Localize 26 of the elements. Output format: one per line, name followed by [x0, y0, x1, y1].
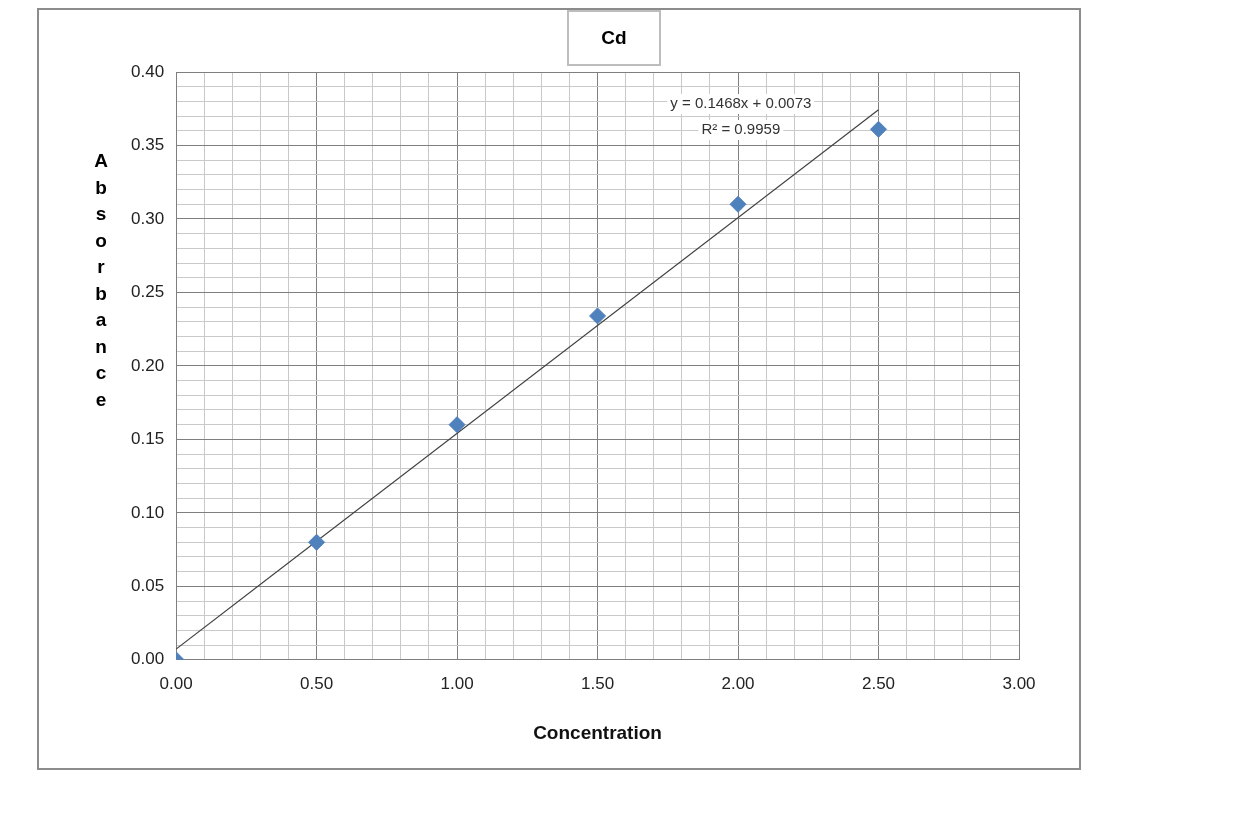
x-axis-title: Concentration [533, 721, 662, 743]
x-tick-label: 2.50 [861, 673, 896, 693]
y-tick-label: 0.05 [130, 576, 165, 596]
point [448, 416, 466, 434]
x-tick-label: 1.50 [581, 673, 615, 693]
y-tick-label: 0.10 [130, 502, 165, 522]
x-tick-label: 0.00 [159, 673, 193, 693]
chart-title: Cd [567, 10, 661, 66]
annotation: y = 0.1468x + 0.0073 [670, 94, 812, 112]
y-tick-label: 0.20 [130, 355, 165, 375]
x-tick-label: 0.50 [300, 673, 334, 693]
y-tick-label: 0.15 [130, 429, 165, 449]
y-tick-label: 0.40 [130, 61, 165, 81]
annotation: R² = 0.9959 [701, 120, 781, 138]
y-tick-label: 0.25 [130, 282, 165, 302]
x-tick-label: 1.00 [440, 673, 474, 693]
point [870, 120, 888, 138]
x-tick-label: 2.00 [721, 673, 755, 693]
point [308, 533, 326, 551]
text: Absorbance [94, 150, 108, 410]
y-tick-label: 0.30 [130, 208, 165, 228]
point [729, 195, 747, 213]
y-tick-label: 0.00 [130, 649, 165, 669]
point [589, 307, 607, 325]
x-tick-label: 3.00 [1002, 673, 1036, 693]
y-tick-label: 0.35 [130, 135, 165, 155]
